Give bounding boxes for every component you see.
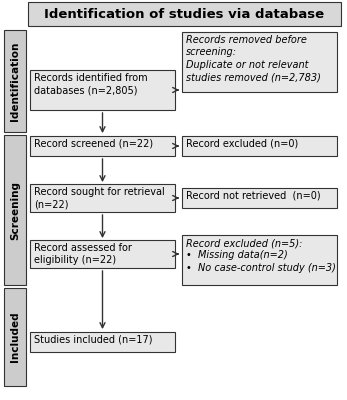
Text: Record screened (n=22): Record screened (n=22) [34,139,153,149]
Bar [28,2,341,26]
Bar [4,288,26,386]
Text: Record excluded (n=5):
•  Missing data(n=2)
•  No case-control study (n=3): Record excluded (n=5): • Missing data(n=… [186,238,336,273]
Text: Records removed before
screening:
Duplicate or not relevant
studies removed (n=2: Records removed before screening: Duplic… [186,35,321,82]
Bar [4,135,26,285]
Text: Studies included (n=17): Studies included (n=17) [34,335,152,345]
Text: Record assessed for
eligibility (n=22): Record assessed for eligibility (n=22) [34,243,132,266]
Text: Records identified from
databases (n=2,805): Records identified from databases (n=2,8… [34,73,147,95]
Text: Record sought for retrieval
(n=22): Record sought for retrieval (n=22) [34,187,165,210]
Text: Screening: Screening [10,180,20,240]
Text: Identification of studies via database: Identification of studies via database [44,8,324,20]
Bar [30,332,175,352]
Bar [30,70,175,110]
Text: Included: Included [10,312,20,362]
Text: Record not retrieved  (n=0): Record not retrieved (n=0) [186,191,321,201]
Bar [30,136,175,156]
Bar [30,184,175,212]
Bar [182,136,337,156]
Text: Record excluded (n=0): Record excluded (n=0) [186,139,298,149]
Bar [182,235,337,285]
Text: Identification: Identification [10,41,20,121]
Bar [30,240,175,268]
Bar [182,32,337,92]
Bar [4,30,26,132]
Bar [182,188,337,208]
